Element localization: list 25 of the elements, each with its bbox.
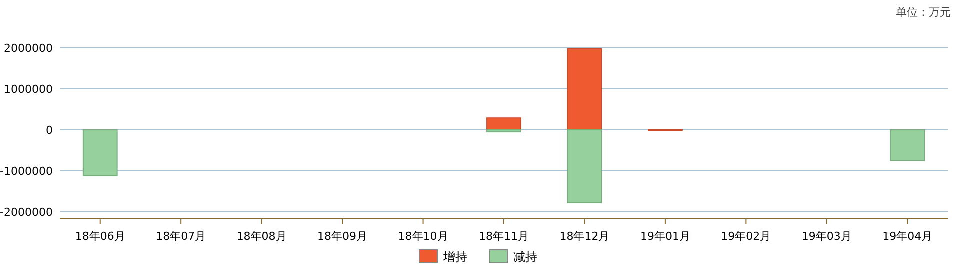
bar — [567, 130, 602, 204]
y-tick-label: 1000000 — [4, 83, 53, 96]
x-tick-label: 18年10月 — [398, 230, 448, 243]
x-tick-label: 18年09月 — [318, 230, 368, 243]
bar — [486, 118, 522, 131]
y-tick-label: -1000000 — [0, 165, 53, 178]
bar — [486, 130, 522, 133]
x-tick-label: 19年04月 — [882, 230, 933, 243]
x-tick-label: 18年11月 — [479, 230, 529, 243]
y-tick-label: 0 — [46, 124, 53, 138]
text: 单位：万元 — [896, 6, 951, 19]
y-tick-label: 2000000 — [4, 42, 53, 55]
legend-label: 减持 — [514, 250, 538, 264]
x-tick-label: 18年07月 — [156, 230, 206, 243]
bar — [82, 130, 118, 176]
bar — [567, 48, 602, 131]
legend-label: 增持 — [442, 250, 468, 264]
x-tick-label: 19年01月 — [640, 230, 690, 243]
x-tick-label: 18年12月 — [560, 230, 610, 243]
y-tick-label: -2000000 — [0, 206, 53, 220]
x-tick-label: 18年08月 — [236, 230, 287, 243]
bar — [890, 130, 926, 162]
x-tick-label: 18年06月 — [75, 230, 126, 243]
x-tick-label: 19年02月 — [721, 230, 772, 243]
x-tick-label: 19年03月 — [802, 230, 852, 243]
